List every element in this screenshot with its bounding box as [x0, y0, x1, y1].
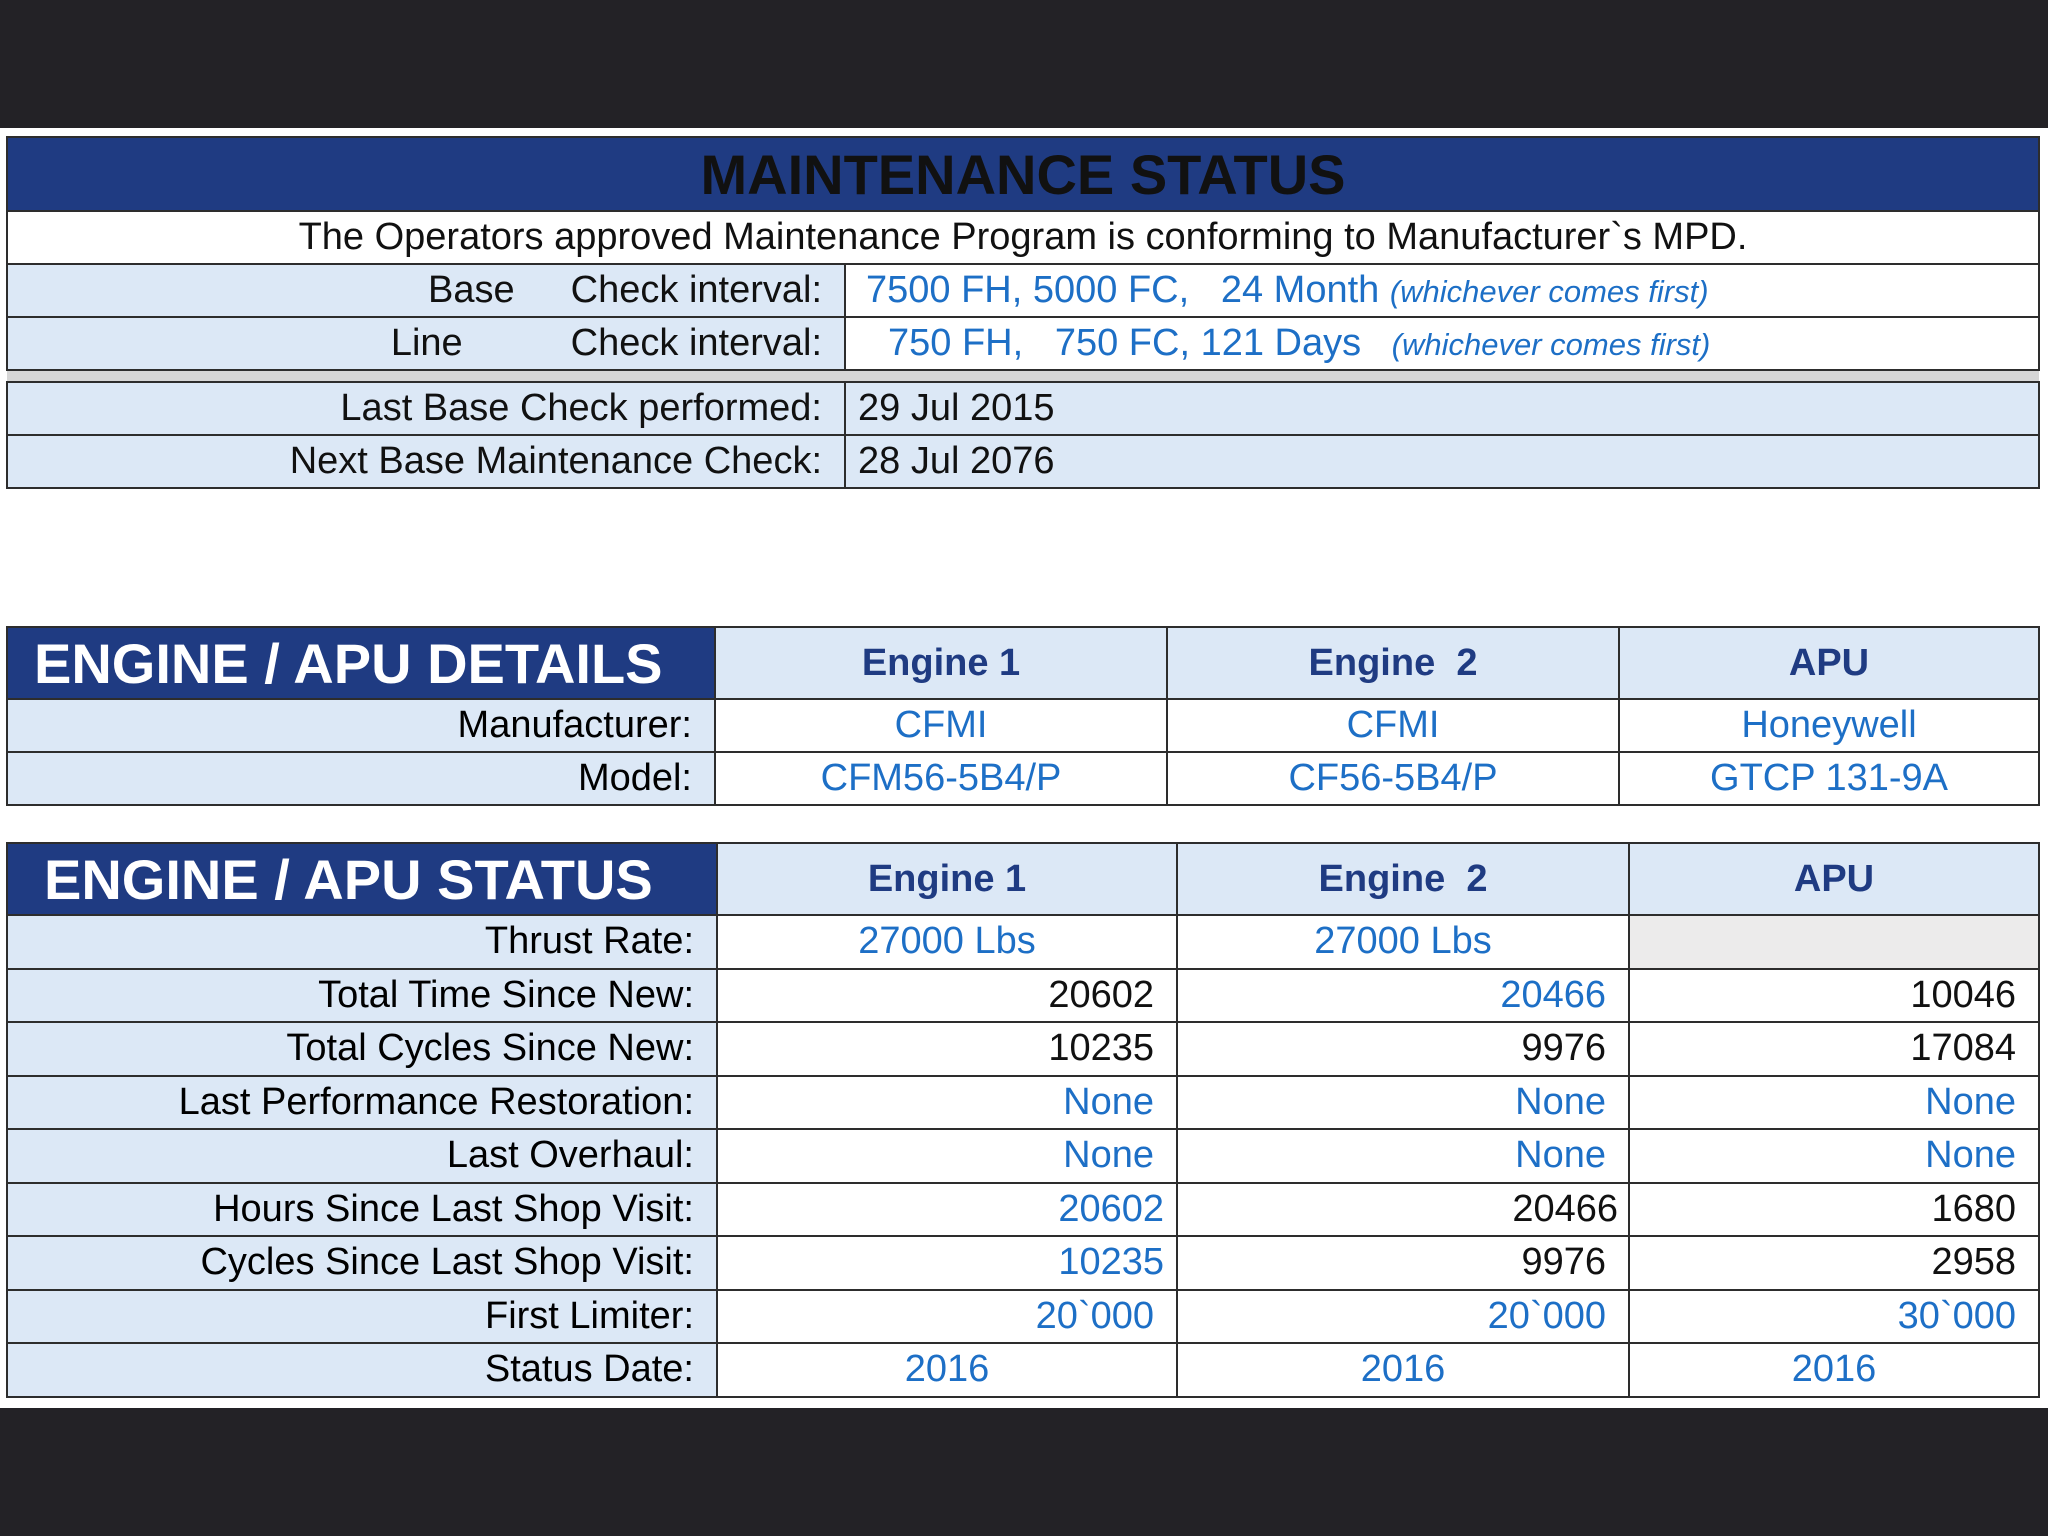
- maintenance-status-table: MAINTENANCE STATUS The Operators approve…: [5, 136, 2041, 489]
- manufacturer-label: Manufacturer:: [6, 698, 716, 753]
- status-col-apu: APU: [1628, 842, 2040, 916]
- base-interval-value: 7500 FH, 5000 FC, 24 Month: [866, 269, 1380, 311]
- engine-details-table: ENGINE / APU DETAILS Engine 1 Engine 2 A…: [6, 626, 2040, 806]
- first-limiter-engine2: 20`000: [1176, 1288, 1630, 1344]
- next-base-check-value: 28 Jul 2076: [843, 434, 2041, 489]
- table-row: First Limiter: 20`000 20`000 30`000: [6, 1288, 2040, 1344]
- status-date-label: Status Date:: [6, 1342, 718, 1398]
- base-interval-label: Check interval:: [570, 269, 822, 311]
- last-restoration-engine1: None: [716, 1074, 1178, 1130]
- base-interval-cell: 7500 FH, 5000 FC, 24 Month (whichever co…: [843, 263, 2041, 318]
- details-col-engine2: Engine 2: [1166, 626, 1620, 700]
- tsn-label: Total Time Since New:: [6, 967, 718, 1023]
- status-date-apu: 2016: [1628, 1342, 2040, 1398]
- next-base-check-label: Next Base Maintenance Check:: [6, 434, 846, 489]
- manufacturer-apu: Honeywell: [1618, 698, 2040, 753]
- table-row: Total Time Since New: 20602 20466 10046: [6, 967, 2040, 1023]
- status-date-engine1: 2016: [716, 1342, 1178, 1398]
- tsn-apu: 10046: [1628, 967, 2040, 1023]
- hslsv-engine2: 20466: [1176, 1181, 1630, 1237]
- details-col-engine1: Engine 1: [714, 626, 1168, 700]
- last-base-check-value: 29 Jul 2015: [843, 381, 2041, 436]
- model-engine2: CF56-5B4/P: [1166, 751, 1620, 806]
- model-apu: GTCP 131-9A: [1618, 751, 2040, 806]
- model-engine1: CFM56-5B4/P: [714, 751, 1168, 806]
- status-col-engine1: Engine 1: [716, 842, 1178, 916]
- line-interval-cell: 750 FH, 750 FC, 121 Days (whichever come…: [843, 316, 2041, 371]
- first-limiter-engine1: 20`000: [716, 1288, 1178, 1344]
- document-page: MAINTENANCE STATUS The Operators approve…: [0, 128, 2048, 1408]
- base-check-label-cell: Base Check interval:: [6, 263, 846, 318]
- first-limiter-apu: 30`000: [1628, 1288, 2040, 1344]
- table-row: Total Cycles Since New: 10235 9976 17084: [6, 1021, 2040, 1077]
- thrust-rate-engine2: 27000 Lbs: [1176, 914, 1630, 970]
- hslsv-label: Hours Since Last Shop Visit:: [6, 1181, 718, 1237]
- status-col-engine2: Engine 2: [1176, 842, 1630, 916]
- status-title: ENGINE / APU STATUS: [6, 842, 718, 916]
- last-overhaul-engine2: None: [1176, 1128, 1630, 1184]
- table-row: Thrust Rate: 27000 Lbs 27000 Lbs: [6, 914, 2040, 970]
- model-label: Model:: [6, 751, 716, 806]
- maintenance-title: MAINTENANCE STATUS: [5, 136, 2041, 212]
- thrust-rate-engine1: 27000 Lbs: [716, 914, 1178, 970]
- hslsv-engine1: 20602: [716, 1181, 1178, 1237]
- cslsv-apu: 2958: [1628, 1235, 2040, 1291]
- details-title: ENGINE / APU DETAILS: [6, 626, 716, 700]
- engine-status-table: ENGINE / APU STATUS Engine 1 Engine 2 AP…: [6, 842, 2040, 1398]
- last-overhaul-label: Last Overhaul:: [6, 1128, 718, 1184]
- last-restoration-apu: None: [1628, 1074, 2040, 1130]
- line-kind-label: Line: [390, 322, 463, 364]
- thrust-rate-label: Thrust Rate:: [6, 914, 718, 970]
- details-col-apu: APU: [1618, 626, 2040, 700]
- maintenance-note: The Operators approved Maintenance Progr…: [5, 210, 2041, 265]
- csn-apu: 17084: [1628, 1021, 2040, 1077]
- table-row: Cycles Since Last Shop Visit: 10235 9976…: [6, 1235, 2040, 1291]
- line-interval-label: Check interval:: [570, 322, 822, 364]
- base-kind-label: Base: [428, 269, 515, 311]
- last-restoration-engine2: None: [1176, 1074, 1630, 1130]
- hslsv-apu: 1680: [1628, 1181, 2040, 1237]
- table-row: Status Date: 2016 2016 2016: [6, 1342, 2040, 1398]
- line-interval-value: 750 FH, 750 FC, 121 Days: [888, 322, 1362, 364]
- last-restoration-label: Last Performance Restoration:: [6, 1074, 718, 1130]
- last-overhaul-apu: None: [1628, 1128, 2040, 1184]
- cslsv-engine2: 9976: [1176, 1235, 1630, 1291]
- line-interval-qualifier: (whichever comes first): [1391, 327, 1711, 362]
- manufacturer-engine2: CFMI: [1166, 698, 1620, 753]
- tsn-engine2: 20466: [1176, 967, 1630, 1023]
- section-separator: [7, 369, 2040, 383]
- last-overhaul-engine1: None: [716, 1128, 1178, 1184]
- tsn-engine1: 20602: [716, 967, 1178, 1023]
- last-base-check-label: Last Base Check performed:: [6, 381, 846, 436]
- cslsv-label: Cycles Since Last Shop Visit:: [6, 1235, 718, 1291]
- csn-label: Total Cycles Since New:: [6, 1021, 718, 1077]
- table-row: Hours Since Last Shop Visit: 20602 20466…: [6, 1181, 2040, 1237]
- first-limiter-label: First Limiter:: [6, 1288, 718, 1344]
- base-interval-qualifier: (whichever comes first): [1389, 274, 1709, 309]
- csn-engine2: 9976: [1176, 1021, 1630, 1077]
- cslsv-engine1: 10235: [716, 1235, 1178, 1291]
- manufacturer-engine1: CFMI: [714, 698, 1168, 753]
- table-row: Last Overhaul: None None None: [6, 1128, 2040, 1184]
- table-row: Last Performance Restoration: None None …: [6, 1074, 2040, 1130]
- status-date-engine2: 2016: [1176, 1342, 1630, 1398]
- csn-engine1: 10235: [716, 1021, 1178, 1077]
- thrust-rate-apu: [1628, 914, 2040, 970]
- line-check-label-cell: Line Check interval:: [6, 316, 846, 371]
